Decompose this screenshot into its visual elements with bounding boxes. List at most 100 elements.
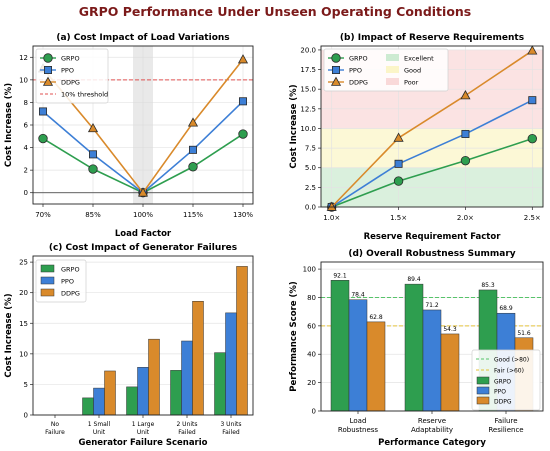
- y-tick-label: 0.0: [305, 204, 316, 212]
- bar-grpo: [82, 397, 94, 416]
- data-label-ppo: 71.2: [425, 302, 439, 309]
- x-tick-label: Adaptability: [411, 426, 453, 434]
- bar-ddpg: [192, 301, 204, 416]
- y-tick-label: 20: [307, 379, 316, 387]
- x-tick-label: Failed: [178, 429, 196, 436]
- legend-swatch-grpo: [40, 264, 55, 273]
- y-tick-label: 0: [312, 408, 316, 416]
- data-point-ddpg: [137, 187, 149, 197]
- y-tick-label: 0: [24, 189, 28, 197]
- legend-label-grpo: GRPO: [61, 55, 80, 63]
- legend-marker-grpo: [331, 53, 341, 63]
- bar-ppo: [348, 299, 368, 412]
- x-axis-label: Performance Category: [378, 438, 486, 448]
- data-label-grpo: 89.4: [407, 276, 421, 283]
- y-tick-label: 60: [307, 322, 316, 330]
- legend-label-ppo: PPO: [349, 67, 362, 75]
- data-label-grpo: 92.1: [333, 272, 347, 279]
- bar-grpo: [170, 370, 182, 416]
- y-tick-label: 12: [19, 54, 28, 62]
- data-label-ddpg: 54.3: [443, 326, 457, 333]
- y-tick-label: 17.5: [300, 66, 316, 74]
- x-tick-label: Failure: [45, 429, 65, 436]
- legend-label-poor: Poor: [404, 79, 419, 87]
- data-point-ppo: [188, 145, 197, 154]
- legend-swatch-ppo: [476, 386, 490, 395]
- data-point-ddpg: [460, 90, 471, 100]
- x-tick-label: 2.5×: [524, 214, 541, 222]
- y-tick-label: 15: [19, 320, 28, 328]
- data-point-grpo: [88, 164, 98, 174]
- legend-label-grpo: GRPO: [494, 379, 511, 386]
- data-point-ppo: [528, 96, 537, 105]
- y-tick-label: 10.0: [300, 125, 316, 133]
- bar-ddpg: [366, 321, 386, 412]
- x-tick-label: 85%: [85, 211, 101, 219]
- legend-label-fair: Fair (>60): [494, 368, 524, 375]
- x-tick-label: 1.0×: [323, 214, 340, 222]
- y-tick-label: 0: [24, 412, 28, 420]
- y-tick-label: 10: [19, 76, 28, 84]
- data-point-ppo: [461, 129, 470, 138]
- legend-label-good: Good: [404, 67, 421, 75]
- y-axis-label: Cost Increase (%): [4, 83, 14, 167]
- legend-label-good: Good (>80): [494, 357, 529, 364]
- bar-ppo: [93, 387, 105, 416]
- legend-box: [35, 48, 109, 104]
- plot-frame: [32, 45, 254, 205]
- x-tick-label: No: [51, 421, 59, 428]
- legend-box: [471, 349, 541, 411]
- data-point-ddpg: [393, 132, 404, 142]
- legend-marker-ppo: [44, 66, 53, 75]
- x-tick-label: 1 Small: [88, 421, 111, 428]
- y-tick-label: 20.0: [300, 46, 316, 54]
- y-axis-label: Cost Increase (%): [4, 293, 14, 377]
- x-tick-label: 1.5×: [390, 214, 407, 222]
- x-tick-label: 100%: [133, 211, 153, 219]
- panel-title: (c) Cost Impact of Generator Failures: [49, 243, 237, 253]
- y-axis-label: Cost Increase (%): [289, 84, 299, 168]
- x-tick-label: 130%: [233, 211, 253, 219]
- y-tick-label: 4: [24, 144, 29, 152]
- y-tick-label: 20: [19, 289, 28, 297]
- panel-a-load-variations: 0 2 4 6 8 10 12 70% 85% 100% 115% 130% (a) Cost Impa…: [4, 33, 254, 239]
- legend-label-threshold: 10% threshold: [61, 91, 108, 99]
- y-tick-label: 40: [307, 351, 316, 359]
- panel-b-reserve-requirements: 0.0 2.5 5.0 7.5 10.0 12.5 15.0 17.5 20.0 1.0× 1.5×…: [289, 33, 544, 242]
- x-tick-label: 3 Units: [220, 421, 241, 428]
- figure-title: GRPO Performance Under Unseen Operating …: [79, 4, 472, 19]
- data-point-ddpg: [527, 45, 538, 55]
- data-point-ddpg: [326, 201, 337, 211]
- legend-label-ddpg: DDPG: [61, 79, 80, 87]
- data-point-grpo: [238, 129, 248, 139]
- bar-ddpg: [440, 333, 460, 412]
- y-tick-label: 100: [303, 266, 316, 274]
- legend-swatch-grpo: [476, 376, 490, 385]
- panel-title: (d) Overall Robustness Summary: [348, 249, 515, 259]
- series-line-ddpg: [331, 50, 533, 208]
- data-point-ddpg: [87, 122, 99, 133]
- y-tick-label: 6: [24, 122, 29, 130]
- plot-frame: [320, 45, 544, 208]
- bar-grpo: [330, 280, 350, 412]
- y-tick-label: 2.5: [305, 184, 316, 192]
- legend-label-grpo: GRPO: [61, 266, 80, 274]
- y-tick-label: 5.0: [305, 164, 316, 172]
- x-axis-label: Generator Failure Scenario: [78, 438, 207, 448]
- nominal-load-band: [133, 46, 153, 204]
- legend-label-excellent: Excellent: [404, 55, 434, 63]
- x-tick-label: Unit: [137, 429, 150, 436]
- legend-label-ppo: PPO: [61, 67, 74, 75]
- data-label-ppo: 78.4: [351, 292, 365, 299]
- legend-marker-grpo: [43, 53, 53, 63]
- x-tick-label: Failed: [222, 429, 240, 436]
- y-tick-label: 10: [19, 350, 28, 358]
- x-tick-label: 2.0×: [457, 214, 474, 222]
- series-line-grpo: [331, 137, 533, 208]
- legend-label-grpo: GRPO: [349, 55, 368, 63]
- plot-frame: [32, 255, 254, 416]
- bar-ddpg: [236, 266, 248, 416]
- data-point-grpo: [393, 176, 404, 186]
- legend-marker-ppo: [331, 66, 340, 75]
- series-line-ppo: [331, 99, 533, 208]
